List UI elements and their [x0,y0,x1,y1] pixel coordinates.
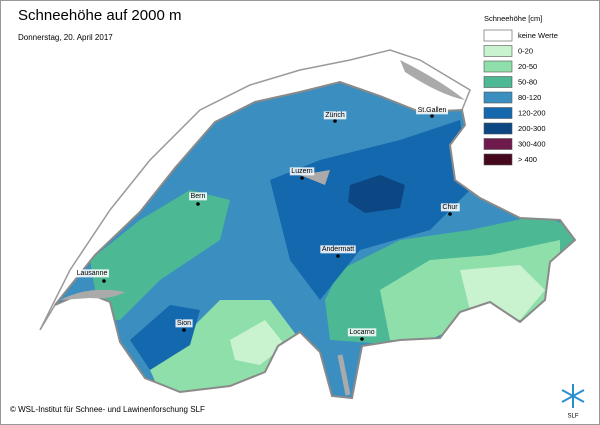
legend-swatch [483,45,513,57]
legend-swatch [483,107,513,119]
legend-label: 50-80 [518,77,537,86]
city-label: Lausanne [77,270,108,277]
legend-title: Schneehöhe [cm] [484,14,542,23]
city-label-bg [416,106,449,115]
footer: © WSL-Institut für Schnee- und Lawinenfo… [10,405,205,414]
city-label: Bern [191,193,206,200]
legend-label: 300-400 [518,139,546,148]
city-label-bg [320,245,356,254]
title: Schneehöhe auf 2000 m [18,7,181,24]
city-label: St.Gallen [418,107,447,114]
zone-50-80 [90,190,230,320]
cities: Zürich St.Gallen Bern Luzern Chur Andermatt La… [75,106,460,341]
city-label: Chur [442,204,458,211]
zone-0-20 [230,320,285,365]
legend-label: keine Werte [518,31,558,40]
legend-swatch [483,153,513,166]
legend-swatch [483,76,513,88]
logo: SLF [561,384,585,420]
city-dot [448,212,452,216]
city-label: Luzern [291,168,313,175]
city-dot [430,114,434,118]
lake [337,354,351,396]
logo-flake [561,384,585,408]
city-label-bg [347,328,377,337]
legend-swatch [483,122,513,135]
city-label: Sion [177,320,191,327]
city-dot [182,328,186,332]
city-label: Zürich [325,112,345,119]
city-label: Andermatt [322,246,354,253]
city-label: Locarno [349,329,374,336]
city-dot [300,176,304,180]
country-border [54,80,577,400]
city-label-bg [440,203,460,212]
city-dot [333,119,337,123]
subtitle: Donnerstag, 20. April 2017 [18,33,113,42]
zone-200-300 [348,175,405,213]
city-dot [360,337,364,341]
legend-label: 0-20 [518,46,533,55]
city-label-bg [289,167,315,176]
logo-text: SLF [567,414,578,420]
city-dot [336,254,340,258]
legend-swatch [483,138,513,150]
legend-label: 80-120 [518,93,541,102]
legend-swatch [483,29,513,42]
legend-swatch [483,60,513,73]
city-dot [102,279,106,283]
legend-items: keine Werte 0-20 20-50 50-80 80-120 120-200 20… [483,29,558,166]
legend-label: > 400 [518,155,537,164]
legend-label: 200-300 [518,124,546,133]
legend-label: 120-200 [518,108,546,117]
city-label-bg [175,319,193,328]
lake [60,289,125,300]
city-dot [196,202,200,206]
city-label-bg [189,192,207,201]
city-label-bg [323,111,347,120]
legend-swatch [483,91,513,104]
lake [400,60,465,100]
city-label-bg [75,269,109,278]
legend-label: 20-50 [518,62,537,71]
